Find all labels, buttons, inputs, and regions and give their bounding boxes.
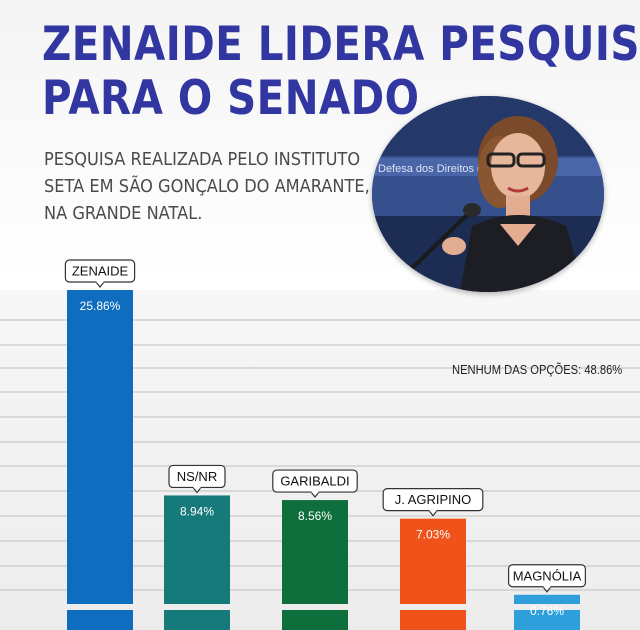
category-label: ZENAIDE <box>64 259 136 288</box>
bar-footer <box>164 610 230 630</box>
svg-text:NS/NR: NS/NR <box>177 469 217 484</box>
bar <box>164 495 230 604</box>
title-line-2: PARA O SENADO <box>42 71 420 126</box>
value-label: 25.86% <box>80 299 121 313</box>
subtitle-line-3: NA GRANDE NATAL. <box>44 203 203 224</box>
value-label: 0.76% <box>530 604 564 618</box>
bar-footer <box>514 610 580 630</box>
svg-text:MAGNÓLIA: MAGNÓLIA <box>513 568 582 583</box>
category-label: J. AGRIPINO <box>382 488 484 517</box>
category-labels: ZENAIDE NS/NR GARIBALDI J. AGRIPINO MAGNÓLIA <box>64 259 587 593</box>
bar <box>514 594 580 604</box>
subtitle-line-2: SETA EM SÃO GONÇALO DO AMARANTE, <box>44 176 370 197</box>
photo-backdrop-text: Defesa dos Direitos d <box>378 163 483 175</box>
svg-text:J. AGRIPINO: J. AGRIPINO <box>395 492 472 507</box>
value-labels: 25.86% 8.94% 8.56% 7.03% 0.76% <box>80 299 565 618</box>
value-label: 8.56% <box>298 509 332 523</box>
bar-footer <box>282 610 348 630</box>
value-label: 7.03% <box>416 528 450 542</box>
annotation-none: NENHUM DAS OPÇÕES: 48.86% <box>452 362 623 377</box>
bar <box>67 290 133 604</box>
subtitle-line-1: PESQUISA REALIZADA PELO INSTITUTO <box>44 149 361 170</box>
bar-footer <box>400 610 466 630</box>
svg-text:ZENAIDE: ZENAIDE <box>72 264 129 279</box>
category-label: MAGNÓLIA <box>508 564 587 593</box>
bar <box>400 518 466 604</box>
category-label: GARIBALDI <box>272 469 358 499</box>
category-label: NS/NR <box>168 464 226 494</box>
svg-text:GARIBALDI: GARIBALDI <box>280 474 349 489</box>
subtitle: PESQUISA REALIZADA PELO INSTITUTO SETA E… <box>44 146 370 227</box>
bar <box>282 500 348 604</box>
value-label: 8.94% <box>180 504 214 518</box>
candidate-photo: Defesa dos Direitos d <box>372 96 604 292</box>
bars <box>67 290 580 630</box>
bar-footer <box>67 610 133 630</box>
